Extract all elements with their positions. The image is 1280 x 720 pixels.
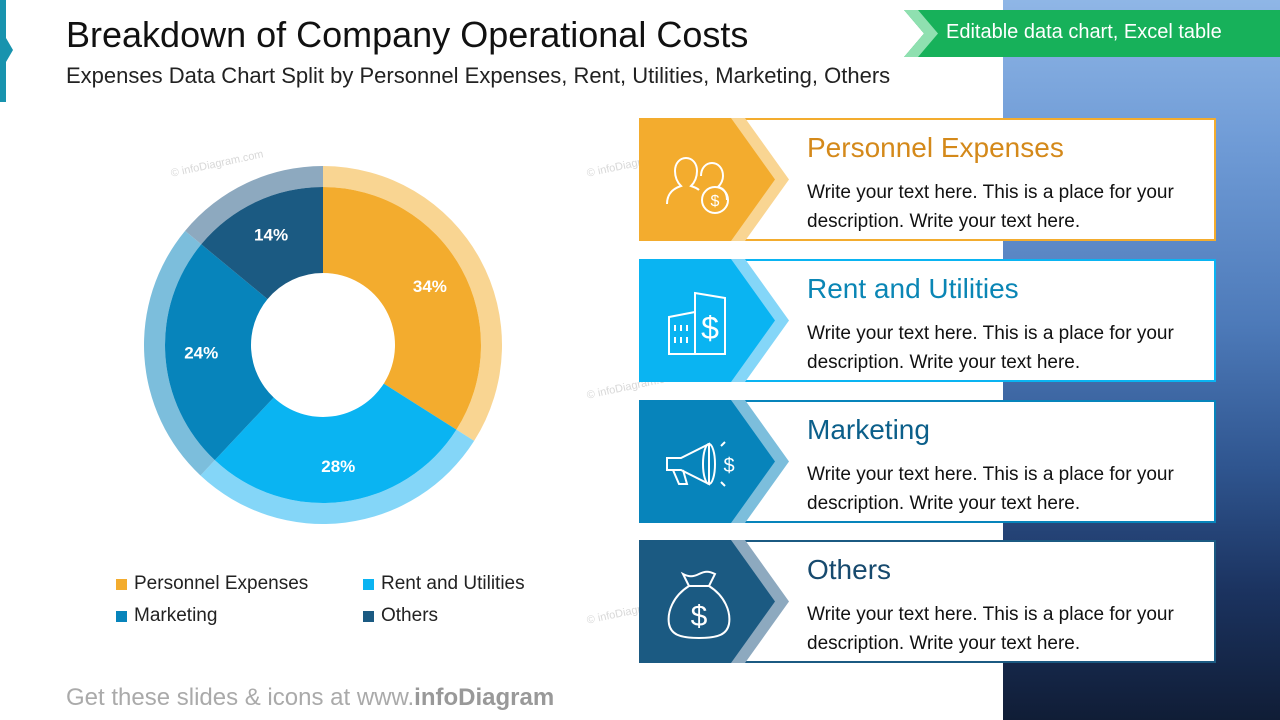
building-dollar-icon: $ <box>668 291 726 355</box>
donut-segment <box>201 186 323 300</box>
donut-outer-ring-segment <box>200 429 475 524</box>
svg-text:$: $ <box>701 310 719 346</box>
badge-label: Editable data chart, Excel table <box>946 21 1222 43</box>
card-title: Marketing <box>807 414 930 445</box>
legend-item: Others <box>363 605 438 627</box>
editable-badge: Editable data chart, Excel table <box>904 10 1280 57</box>
category-card: $ Rent and Utilities Write your text her… <box>639 259 1216 382</box>
legend-label: Personnel Expenses <box>134 573 309 594</box>
footer-brand: infoDiagram <box>414 684 555 711</box>
people-dollar-icon: $ <box>666 156 729 214</box>
legend-item: Rent and Utilities <box>363 573 525 595</box>
page-title: Breakdown of Company Operational Costs <box>66 14 749 55</box>
donut-outer-ring-segment <box>143 230 215 476</box>
donut-outer-ring-segment <box>185 166 323 245</box>
card-title: Personnel Expenses <box>807 132 1064 163</box>
money-bag-icon: $ <box>667 570 731 640</box>
card-description: Write your text here. This is a place fo… <box>807 182 1174 232</box>
svg-text:$: $ <box>723 455 734 477</box>
card-description: Write your text here. This is a place fo… <box>807 464 1174 514</box>
legend-swatch <box>363 610 374 622</box>
category-card: $ Personnel Expenses Write your text her… <box>639 118 1216 241</box>
card-chevron <box>639 118 789 241</box>
legend-item: Personnel Expenses <box>116 573 308 595</box>
card-description: Write your text here. This is a place fo… <box>807 323 1174 373</box>
megaphone-dollar-icon: $ <box>666 441 735 487</box>
card-title: Rent and Utilities <box>807 273 1019 304</box>
category-card: $ Others Write your text here. This is a… <box>639 540 1216 663</box>
legend-swatch <box>116 610 127 622</box>
accent-marker <box>0 0 13 102</box>
card-chevron <box>639 540 789 663</box>
data-label: 14% <box>254 226 288 245</box>
svg-text:$: $ <box>691 600 708 633</box>
data-label: 34% <box>413 277 447 296</box>
card-chevron <box>639 259 789 382</box>
footer-prefix: Get these slides & icons at www. <box>66 684 415 711</box>
legend-swatch <box>363 578 374 590</box>
page-subtitle: Expenses Data Chart Split by Personnel E… <box>66 63 891 88</box>
donut-segment <box>323 187 482 430</box>
legend-swatch <box>116 578 127 590</box>
category-card: $ Marketing Write your text here. This i… <box>639 400 1216 523</box>
data-label: 24% <box>184 344 218 363</box>
legend-label: Marketing <box>134 605 218 626</box>
legend-label: Rent and Utilities <box>381 573 525 594</box>
data-label: 28% <box>321 457 355 476</box>
donut-segment <box>164 244 274 461</box>
card-description: Write your text here. This is a place fo… <box>807 604 1174 654</box>
card-title: Others <box>807 554 892 585</box>
donut-chart: 34% 28% 24% 14% <box>143 166 502 524</box>
donut-outer-ring-segment <box>323 166 502 441</box>
legend-item: Marketing <box>116 605 217 627</box>
donut-segment <box>214 383 457 504</box>
svg-text:$: $ <box>711 193 720 210</box>
legend-label: Others <box>381 605 439 626</box>
footer: Get these slides & icons at www.infoDiag… <box>66 684 554 712</box>
